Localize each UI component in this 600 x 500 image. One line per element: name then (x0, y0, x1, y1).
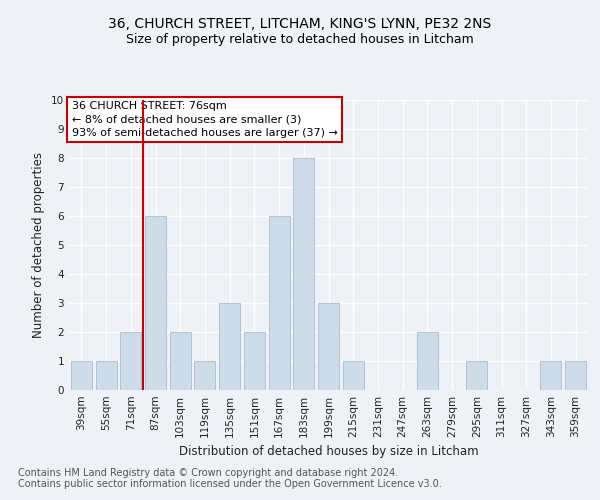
Text: Size of property relative to detached houses in Litcham: Size of property relative to detached ho… (126, 34, 474, 46)
Bar (219, 303, 240, 390)
Bar (71, 361, 92, 390)
Bar (565, 361, 586, 390)
Bar (95, 361, 116, 390)
Bar (417, 332, 438, 390)
Text: 36 CHURCH STREET: 76sqm
← 8% of detached houses are smaller (3)
93% of semi-deta: 36 CHURCH STREET: 76sqm ← 8% of detached… (71, 102, 337, 138)
Bar (194, 361, 215, 390)
Bar (170, 332, 191, 390)
Bar (293, 158, 314, 390)
Text: Contains public sector information licensed under the Open Government Licence v3: Contains public sector information licen… (18, 479, 442, 489)
Bar (343, 361, 364, 390)
Text: Contains HM Land Registry data © Crown copyright and database right 2024.: Contains HM Land Registry data © Crown c… (18, 468, 398, 477)
Y-axis label: Number of detached properties: Number of detached properties (32, 152, 46, 338)
Bar (269, 216, 290, 390)
Text: 36, CHURCH STREET, LITCHAM, KING'S LYNN, PE32 2NS: 36, CHURCH STREET, LITCHAM, KING'S LYNN,… (109, 18, 491, 32)
X-axis label: Distribution of detached houses by size in Litcham: Distribution of detached houses by size … (179, 446, 478, 458)
Bar (145, 216, 166, 390)
Bar (244, 332, 265, 390)
Bar (120, 332, 141, 390)
Bar (466, 361, 487, 390)
Bar (541, 361, 562, 390)
Bar (318, 303, 339, 390)
